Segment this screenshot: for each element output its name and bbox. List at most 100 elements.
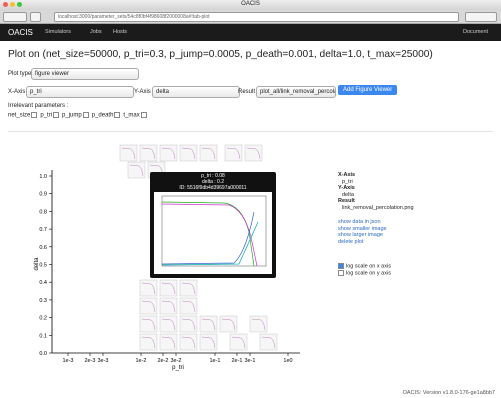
thumbnail (140, 280, 157, 296)
thumbnail (200, 334, 217, 350)
app-window: OACIS localhost:3000/parameter_sets/54c8… (0, 0, 501, 398)
thumbnail (180, 334, 197, 350)
popup-line: ID: 5516f9db4d39697a000011 (150, 185, 276, 191)
nav-link[interactable]: Simulators (45, 29, 71, 35)
y-tick-label: 0.1 (39, 333, 47, 339)
thumbnail-plot (154, 192, 272, 274)
nav-link[interactable]: Jobs (90, 29, 102, 35)
y-tick-label: 0.9 (39, 192, 47, 198)
x-tick-label: 1e-2 (135, 358, 146, 364)
y-tick-label: 0.7 (39, 227, 47, 233)
y-tick-label: 0.8 (39, 209, 47, 215)
label: Irrelevant parameters : (8, 103, 68, 109)
x-tick-label: 2e-1 (231, 358, 242, 364)
page-heading: Plot on (net_size=50000, p_tri=0.3, p_ju… (8, 49, 433, 60)
brand[interactable]: OACIS (8, 28, 33, 37)
thumbnail (160, 316, 177, 332)
x-tick-label: 2e-3 (84, 358, 95, 364)
thumbnail (160, 145, 177, 161)
side-panel: X-Axis p_tri Y-Axis delta Result link_re… (338, 172, 414, 277)
thumbnail (180, 316, 197, 332)
toolbar: localhost:3000/parameter_sets/54c8f0bf4f… (0, 10, 501, 24)
x-tick-label: 1e0 (283, 358, 292, 364)
label: Result (238, 89, 255, 95)
x-tick-label: 1e-1 (209, 358, 220, 364)
option-row: log scale on x axis (338, 263, 414, 270)
y-tick-label: 0.4 (39, 280, 47, 286)
side-link[interactable]: delete plot (338, 239, 414, 246)
popup-image (154, 192, 272, 274)
label: Y-Axis (134, 89, 151, 95)
x-tick-label: 1e-3 (62, 358, 73, 364)
x-axis-label: p_tri (172, 365, 184, 371)
checkbox-label: t_max (123, 113, 139, 119)
home-button[interactable] (30, 12, 41, 22)
thumbnail (140, 145, 157, 161)
navbar: OACIS Simulators Jobs Hosts Document (0, 24, 501, 41)
checkbox-label: p_jump (62, 113, 82, 119)
y-tick-label: 0.6 (39, 245, 47, 251)
thumbnail (128, 162, 145, 178)
thumbnail (250, 316, 267, 332)
side-value: link_removal_percolation.png (338, 205, 414, 212)
thumbnail (140, 298, 157, 314)
thumbnail (230, 334, 247, 350)
y-tick-label: 1.0 (39, 174, 47, 180)
checkbox[interactable] (141, 112, 147, 118)
checkbox[interactable] (114, 112, 120, 118)
url-bar[interactable]: localhost:3000/parameter_sets/54c8f0bf4f… (54, 12, 459, 22)
x-tick-label: 3e-1 (244, 358, 255, 364)
thumbnail (200, 316, 217, 332)
y-axis-select[interactable]: delta (152, 86, 240, 98)
checkbox[interactable] (31, 112, 37, 118)
option-list: log scale on x axislog scale on y axis (338, 263, 414, 277)
footer: OACIS: Version v1.8.0-176-ge1a8bb7 (403, 390, 495, 396)
x-tick-label: 3e-2 (170, 358, 181, 364)
add-button[interactable]: Add Figure Viewer (338, 85, 397, 95)
checkbox-label: p_tri (40, 113, 52, 119)
thumbnail (140, 334, 157, 350)
thumbnail (160, 334, 177, 350)
option-label: log scale on y axis (346, 270, 391, 276)
result-select[interactable]: plot_all/link_removal_percola (256, 86, 336, 98)
thumbnail (220, 316, 237, 332)
search-box[interactable] (465, 12, 497, 22)
thumbnail (200, 145, 217, 161)
window-title: OACIS (0, 1, 501, 7)
nav-link[interactable]: Document (463, 29, 488, 35)
option-row: log scale on y axis (338, 270, 414, 277)
y-tick-label: 0.3 (39, 298, 47, 304)
thumbnail (160, 298, 177, 314)
thumbnail (260, 334, 277, 350)
y-tick-label: 0.0 (39, 351, 47, 357)
y-tick-label: 0.2 (39, 316, 47, 322)
x-axis-select[interactable]: p_tri (26, 86, 134, 98)
page: {"window":{"title":"OACIS","url":"localh… (0, 0, 501, 398)
back-forward[interactable] (3, 12, 27, 22)
label: X-Axis (8, 89, 25, 95)
x-tick-label: 3e-3 (97, 358, 108, 364)
link-list: show data in jsonshow smaller imageshow … (338, 219, 414, 245)
checkbox[interactable] (53, 112, 59, 118)
option-label: log scale on x axis (346, 263, 391, 269)
thumbnail (140, 316, 157, 332)
nav-link[interactable]: Hosts (113, 29, 127, 35)
thumbnail (180, 298, 197, 314)
checkbox[interactable] (338, 263, 344, 269)
thumbnail (225, 145, 242, 161)
thumbnail (180, 145, 197, 161)
thumbnail (160, 280, 177, 296)
y-tick-label: 0.5 (39, 263, 47, 269)
thumbnail (245, 145, 262, 161)
x-tick-label: 2e-2 (157, 358, 168, 364)
plot-type-select[interactable]: figure viewer (31, 68, 139, 80)
thumbnail (180, 280, 197, 296)
checkbox[interactable] (338, 270, 344, 276)
checkbox[interactable] (83, 112, 89, 118)
thumbnail (120, 145, 137, 161)
title-bar: OACIS (0, 0, 501, 10)
divider (8, 131, 493, 132)
